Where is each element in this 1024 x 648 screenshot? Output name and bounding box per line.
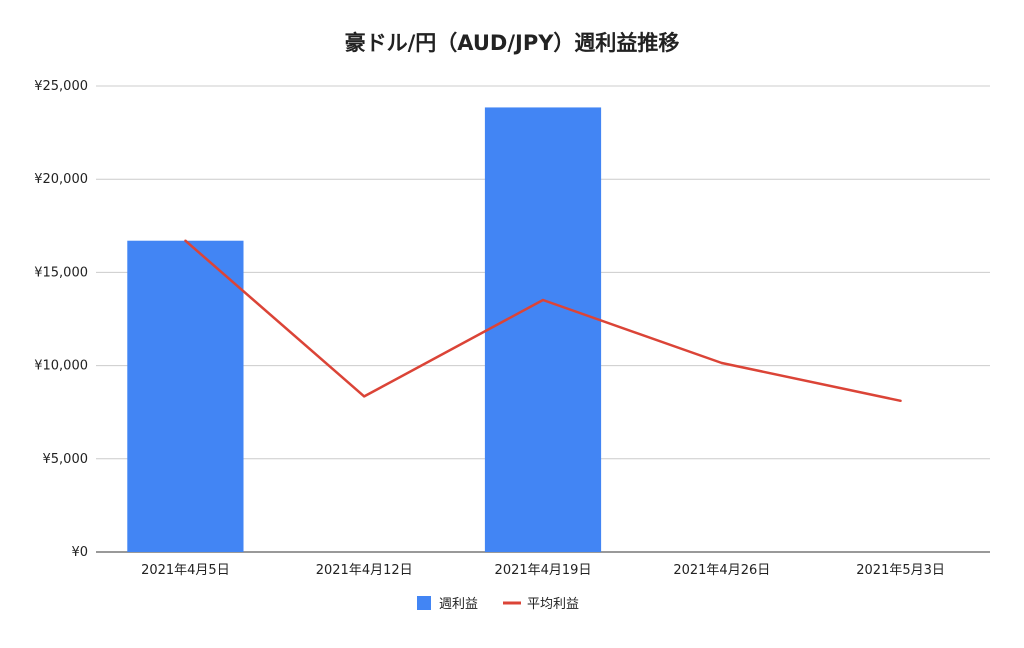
legend: 週利益 平均利益 xyxy=(417,596,579,612)
y-tick-label: ¥20,000 xyxy=(34,172,88,187)
y-tick-label: ¥5,000 xyxy=(43,452,89,467)
chart-title: 豪ドル/円（AUD/JPY）週利益推移 xyxy=(345,31,680,55)
legend-label: 週利益 xyxy=(439,597,478,612)
line-point-average-profit xyxy=(720,361,723,365)
legend-swatch-bar xyxy=(417,596,431,610)
bar-weekly-profit xyxy=(127,240,244,552)
y-tick-label: ¥15,000 xyxy=(34,265,88,280)
line-point-average-profit xyxy=(899,399,902,403)
y-tick-label: ¥0 xyxy=(71,545,88,560)
bar-weekly-profit xyxy=(484,107,602,552)
line-point-average-profit xyxy=(541,298,545,302)
x-tick-label: 2021年4月5日 xyxy=(141,563,230,578)
y-tick-label: ¥10,000 xyxy=(34,359,88,374)
legend-label: 平均利益 xyxy=(527,597,579,612)
line-series xyxy=(184,239,902,403)
x-axis-ticks: 2021年4月5日 2021年4月12日 2021年4月19日 2021年4月26日 2… xyxy=(141,563,945,578)
line-point-average-profit xyxy=(363,395,366,398)
x-tick-label: 2021年5月3日 xyxy=(856,563,945,578)
x-tick-label: 2021年4月26日 xyxy=(673,563,770,578)
x-tick-label: 2021年4月12日 xyxy=(316,563,413,578)
bar-series xyxy=(127,107,602,552)
x-tick-label: 2021年4月19日 xyxy=(495,563,592,578)
y-tick-label: ¥25,000 xyxy=(34,79,88,94)
y-axis-ticks: ¥0 ¥5,000 ¥10,000 ¥15,000 ¥20,000 ¥25,000 xyxy=(34,79,88,560)
line-point-average-profit xyxy=(184,239,187,242)
